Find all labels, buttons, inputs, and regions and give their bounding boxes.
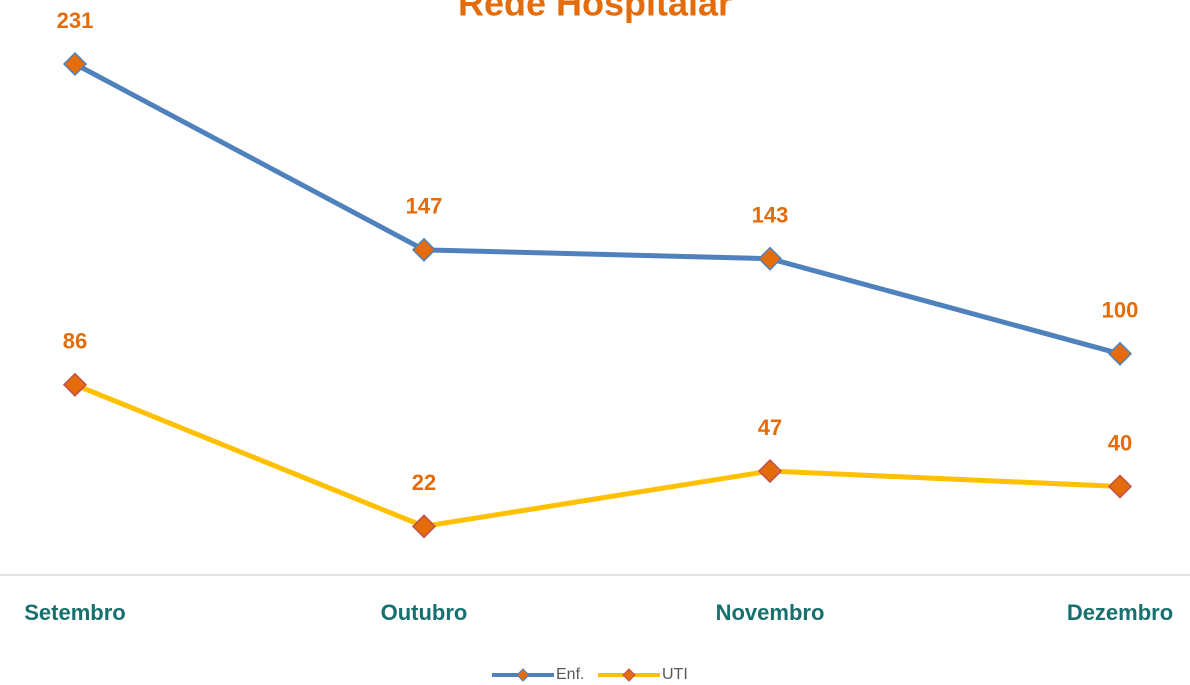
data-label: 40 — [1108, 430, 1132, 455]
series-line — [73, 61, 1121, 357]
data-label: 22 — [412, 470, 436, 495]
x-tick-label: Setembro — [24, 600, 125, 625]
chart-title: Rede Hospitalar — [458, 0, 732, 24]
legend-label: Enf. — [556, 666, 584, 683]
x-tick-label: Outubro — [381, 600, 468, 625]
data-label: 47 — [758, 415, 782, 440]
series-line — [74, 382, 1121, 529]
data-label: 231 — [57, 8, 94, 33]
marker — [757, 246, 783, 271]
legend-marker — [622, 668, 636, 682]
legend-label: UTI — [662, 666, 688, 683]
marker — [1107, 474, 1133, 499]
marker — [1107, 341, 1133, 366]
marker — [411, 237, 437, 262]
x-tick-label: Novembro — [716, 600, 825, 625]
marker — [411, 514, 437, 539]
marker — [62, 51, 88, 77]
marker — [757, 458, 783, 484]
data-label: 143 — [752, 202, 789, 227]
x-tick-label: Dezembro — [1067, 600, 1173, 625]
data-label: 86 — [63, 329, 87, 354]
marker — [62, 372, 88, 397]
legend-marker — [516, 668, 530, 682]
data-label: 100 — [1102, 298, 1139, 323]
data-label: 147 — [406, 194, 443, 219]
